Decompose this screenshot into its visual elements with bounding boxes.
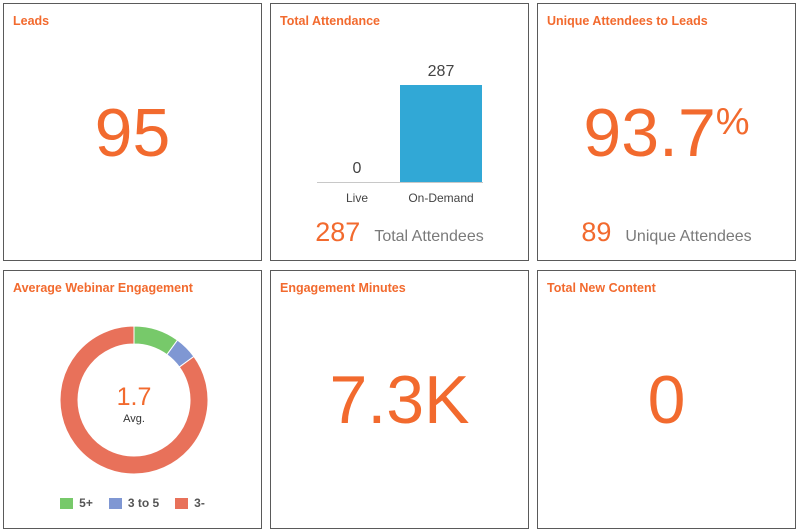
engagement-card: Average Webinar Engagement 1.7 Avg. bbox=[3, 270, 262, 529]
engagement-minutes-card: Engagement Minutes 7.3K bbox=[270, 270, 529, 529]
unique-percent-unit: % bbox=[715, 101, 750, 143]
leads-title: Leads bbox=[13, 14, 50, 28]
minutes-title: Engagement Minutes bbox=[280, 281, 406, 295]
legend-label: 3 to 5 bbox=[127, 496, 160, 510]
content-value: 0 bbox=[647, 362, 686, 438]
minutes-value: 7.3K bbox=[329, 362, 470, 438]
legend-item: 3- bbox=[175, 496, 205, 510]
unique-attendees-label: Unique Attendees bbox=[625, 228, 752, 245]
unique-percent-value: 93.7 bbox=[583, 95, 716, 171]
legend-swatch bbox=[60, 497, 74, 509]
total-attendees-label: Total Attendees bbox=[374, 228, 484, 245]
chart-baseline bbox=[317, 182, 483, 183]
unique-percent: 93.7% bbox=[538, 99, 795, 167]
engagement-donut-chart bbox=[59, 325, 209, 475]
legend-item: 3 to 5 bbox=[108, 496, 160, 510]
new-content-card: Total New Content 0 bbox=[537, 270, 796, 529]
total-attendees-value: 287 bbox=[315, 217, 361, 247]
donut-center-value: 1.7 bbox=[116, 383, 152, 411]
bar-value-label: 0 bbox=[352, 160, 362, 177]
content-title: Total New Content bbox=[547, 281, 656, 295]
donut-center-label: Avg. bbox=[123, 413, 145, 425]
unique-attendees-value: 89 bbox=[581, 217, 612, 247]
bar-value-label: 287 bbox=[427, 63, 455, 80]
engagement-legend: 5+ 3 to 5 3- bbox=[3, 496, 262, 510]
legend-label: 3- bbox=[194, 496, 205, 510]
legend-swatch bbox=[175, 497, 189, 509]
legend-label: 5+ bbox=[79, 496, 93, 510]
legend-item: 5+ bbox=[60, 496, 93, 510]
leads-card: Leads 95 bbox=[3, 3, 262, 261]
legend-swatch bbox=[108, 497, 122, 509]
attendance-summary: 287 Total Attendees bbox=[271, 217, 528, 248]
donut-slice-3- bbox=[59, 325, 209, 475]
attendance-card: Total Attendance 0 Live 287 On-Demand 287 T… bbox=[270, 3, 529, 261]
bar-category-label: Live bbox=[345, 191, 368, 205]
bar-category-label: On-Demand bbox=[408, 191, 474, 205]
attendance-bar-chart: 0 Live 287 On-Demand bbox=[271, 4, 530, 214]
unique-title: Unique Attendees to Leads bbox=[547, 14, 708, 28]
unique-attendees-card: Unique Attendees to Leads 93.7% 89 Uniqu… bbox=[537, 3, 796, 261]
unique-summary: 89 Unique Attendees bbox=[538, 217, 795, 248]
attendance-title: Total Attendance bbox=[280, 14, 381, 28]
leads-value: 95 bbox=[94, 95, 171, 171]
engagement-title: Average Webinar Engagement bbox=[13, 281, 193, 295]
bar-on-demand bbox=[400, 85, 482, 182]
